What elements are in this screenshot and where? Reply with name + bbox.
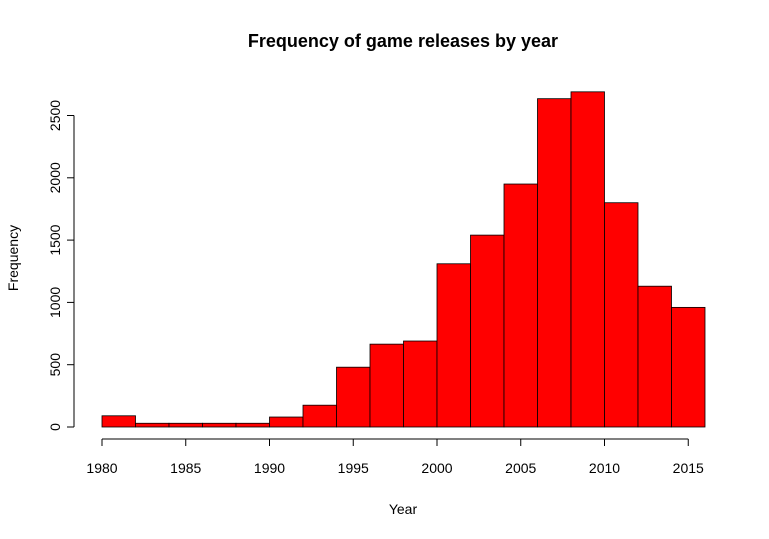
bar-1986-1988 xyxy=(203,423,237,427)
bar-1996-1998 xyxy=(370,344,404,427)
y-axis-label: Frequency xyxy=(5,225,21,291)
y-axis: 0 500 1000 1500 2000 2500 xyxy=(47,100,74,431)
bar-2008-2010 xyxy=(571,92,605,427)
bar-2004-2006 xyxy=(504,184,538,427)
chart-title: Frequency of game releases by year xyxy=(248,31,558,51)
y-tick-label-1000: 1000 xyxy=(47,287,63,318)
x-axis-label: Year xyxy=(389,501,418,517)
bar-1994-1996 xyxy=(337,367,371,427)
y-tick-label-2000: 2000 xyxy=(47,162,63,193)
bar-1998-2000 xyxy=(404,341,438,427)
bar-1982-1984 xyxy=(136,423,170,427)
x-tick-label-1990: 1990 xyxy=(254,460,285,476)
bar-2014-2016 xyxy=(672,307,706,427)
y-tick-label-0: 0 xyxy=(47,423,63,431)
bar-2010-2012 xyxy=(605,203,639,427)
y-tick-label-500: 500 xyxy=(47,353,63,377)
bar-1984-1986 xyxy=(169,423,203,427)
bars-group xyxy=(102,92,705,427)
bar-2000-2002 xyxy=(437,264,471,427)
x-tick-label-1995: 1995 xyxy=(338,460,369,476)
bar-2006-2008 xyxy=(538,99,572,427)
bar-2002-2004 xyxy=(471,235,505,427)
bar-1988-1990 xyxy=(236,423,270,427)
bar-1980-1982 xyxy=(102,416,136,427)
x-axis: 1980 1985 1990 1995 2000 2005 2010 2015 xyxy=(86,439,704,476)
bar-2012-2014 xyxy=(638,286,672,427)
x-tick-label-1980: 1980 xyxy=(86,460,117,476)
x-tick-label-2000: 2000 xyxy=(421,460,452,476)
x-tick-label-2005: 2005 xyxy=(505,460,536,476)
y-tick-label-1500: 1500 xyxy=(47,224,63,255)
bar-1990-1992 xyxy=(270,417,304,427)
bar-1992-1994 xyxy=(303,405,337,427)
x-tick-label-1985: 1985 xyxy=(170,460,201,476)
x-tick-label-2010: 2010 xyxy=(589,460,620,476)
y-tick-label-2500: 2500 xyxy=(47,100,63,131)
x-tick-label-2015: 2015 xyxy=(673,460,704,476)
